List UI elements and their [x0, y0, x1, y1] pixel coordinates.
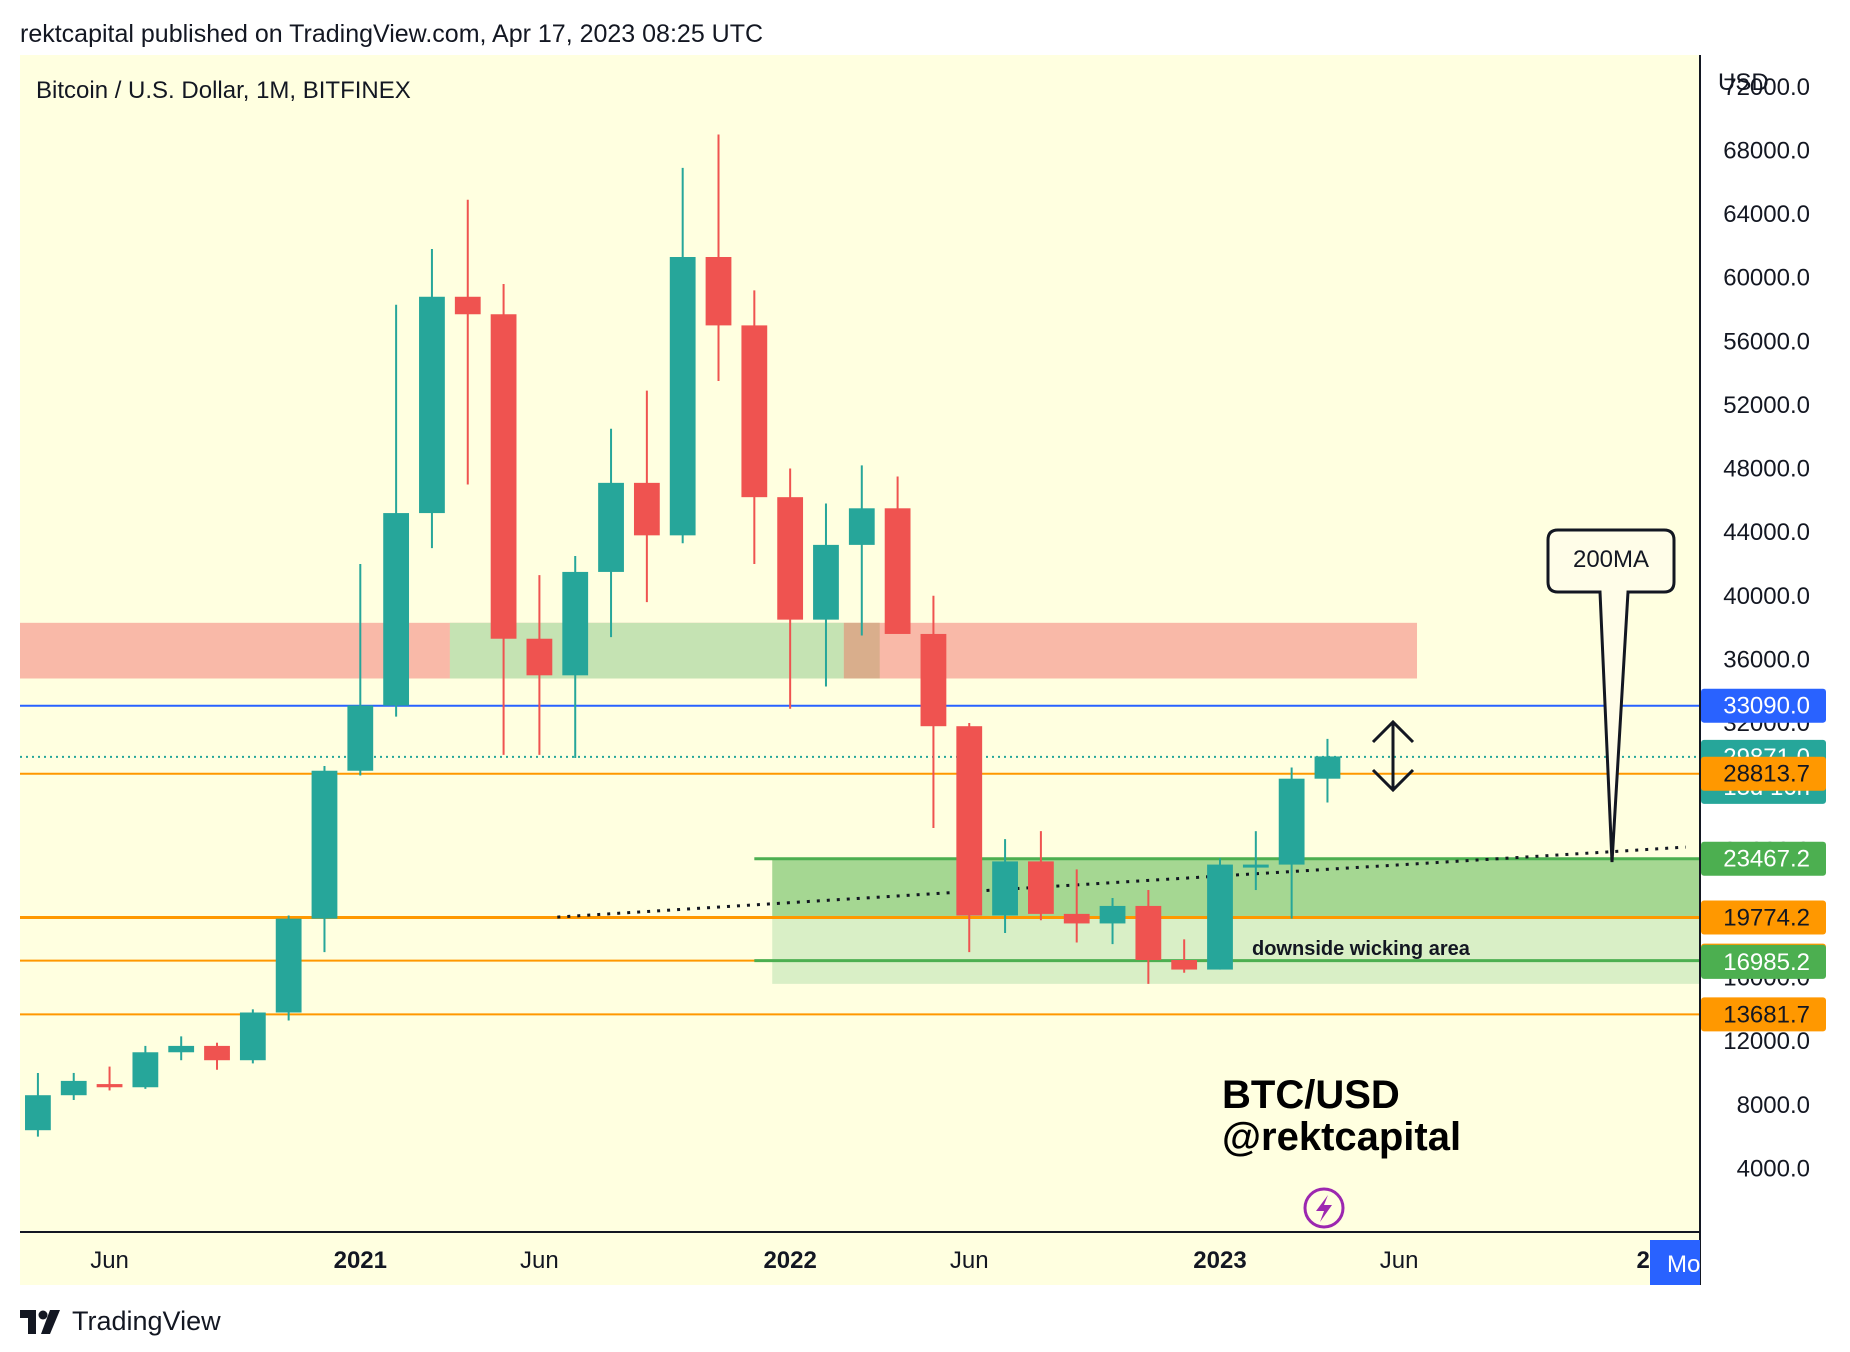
price-label-text: 19774.2: [1723, 904, 1810, 931]
candle-body-4: [168, 1045, 195, 1053]
tradingview-logo-icon: [20, 1309, 60, 1334]
y-tick-label: 4000.0: [1737, 1155, 1810, 1182]
candle-body-17: [633, 482, 660, 536]
candle-body-28: [1028, 861, 1054, 914]
wicking-area-label: downside wicking area: [1252, 938, 1471, 960]
candle-body-25: [920, 633, 947, 727]
candle-body-8: [311, 770, 338, 919]
x-tick-label: Jun: [90, 1247, 129, 1274]
candle-body-33: [1207, 864, 1233, 970]
publish-header: rektcapital published on TradingView.com…: [20, 20, 764, 48]
price-label-text: 33090.0: [1723, 693, 1810, 720]
candle-body-15: [562, 571, 589, 676]
candle-body-32: [1171, 960, 1198, 970]
lightning-icon[interactable]: [1303, 1187, 1345, 1229]
candle-body-30: [1099, 905, 1126, 924]
candle-body-22: [813, 544, 839, 620]
x-tick-label: 2021: [334, 1247, 387, 1274]
footer: TradingView: [20, 1306, 221, 1337]
x-tick-label: Jun: [950, 1247, 989, 1274]
candle-body-34: [1242, 864, 1269, 868]
price-label-text: 28813.7: [1723, 761, 1810, 788]
x-tick-label: 2023: [1193, 1247, 1246, 1274]
candle-body-36: [1314, 756, 1341, 779]
candle-body-21: [777, 497, 804, 620]
candle-body-10: [383, 513, 410, 706]
x-tick-label: 2022: [763, 1247, 816, 1274]
price-label-bg: [1701, 688, 1826, 723]
y-tick-label: 68000.0: [1723, 137, 1810, 164]
price-label-text: 23467.2: [1723, 846, 1810, 873]
candle-body-27: [992, 861, 1018, 916]
candle-body-5: [204, 1045, 230, 1061]
y-tick-label: 64000.0: [1723, 201, 1810, 228]
price-label-bg: [1701, 944, 1826, 979]
candle-body-6: [239, 1012, 266, 1061]
timeframe-corner-box[interactable]: [1650, 1240, 1700, 1285]
candle-body-18: [669, 256, 696, 536]
watermark-author: @rektcapital: [1222, 1115, 1461, 1159]
candle-body-16: [598, 482, 624, 572]
candle-body-31: [1135, 905, 1162, 961]
candle-body-13: [490, 314, 517, 639]
candle-body-23: [848, 508, 875, 545]
candle-body-0: [25, 1095, 51, 1131]
green-zone-upper: [772, 858, 1700, 918]
y-tick-label: 72000.0: [1723, 74, 1810, 101]
range-arrow: [1371, 719, 1415, 793]
y-tick-label: 12000.0: [1723, 1028, 1810, 1055]
y-tick-label: 48000.0: [1723, 456, 1810, 483]
x-tick-label: Jun: [520, 1247, 559, 1274]
timeframe-corner-label: Mo: [1667, 1251, 1700, 1278]
candle-body-19: [705, 256, 732, 326]
price-label-bg: [1701, 841, 1826, 876]
ma-callout-label: 200MA: [1573, 546, 1649, 573]
candle-body-35: [1278, 778, 1305, 865]
candle-body-12: [454, 296, 481, 315]
ma-callout: 200MA: [1546, 528, 1676, 863]
green-zone-lower: [772, 917, 1700, 984]
chart-title: Bitcoin / U.S. Dollar, 1M, BITFINEX: [36, 77, 411, 104]
candle-body-1: [60, 1080, 87, 1096]
y-tick-label: 36000.0: [1723, 646, 1810, 673]
y-tick-label: 44000.0: [1723, 519, 1810, 546]
y-tick-label: 56000.0: [1723, 328, 1810, 355]
candle-body-9: [347, 705, 374, 771]
dotted-trendline: [557, 845, 1686, 919]
candle-body-2: [96, 1084, 123, 1088]
watermark-pair: BTC/USD: [1222, 1073, 1400, 1117]
candle-body-20: [741, 325, 768, 498]
y-tick-label: 60000.0: [1723, 265, 1810, 292]
price-label-bg: [1701, 900, 1826, 935]
candle-body-24: [884, 508, 911, 634]
candle-body-7: [275, 918, 302, 1013]
currency-label: USD: [1718, 69, 1769, 96]
y-tick-label: 40000.0: [1723, 583, 1810, 610]
candle-body-3: [132, 1052, 159, 1088]
x-tick-label: Jun: [1380, 1247, 1419, 1274]
candle-body-14: [526, 638, 553, 676]
y-tick-label: 52000.0: [1723, 392, 1810, 419]
candle-body-11: [419, 296, 445, 514]
price-label-bg: [1701, 756, 1826, 791]
price-label-bg: [1701, 997, 1826, 1032]
price-label-text: 13681.7: [1723, 1001, 1810, 1028]
candle-body-29: [1063, 913, 1090, 924]
y-tick-label: 8000.0: [1737, 1092, 1810, 1119]
price-label-text: 16985.2: [1723, 949, 1810, 976]
candle-body-26: [956, 726, 983, 916]
footer-brand: TradingView: [72, 1306, 221, 1336]
